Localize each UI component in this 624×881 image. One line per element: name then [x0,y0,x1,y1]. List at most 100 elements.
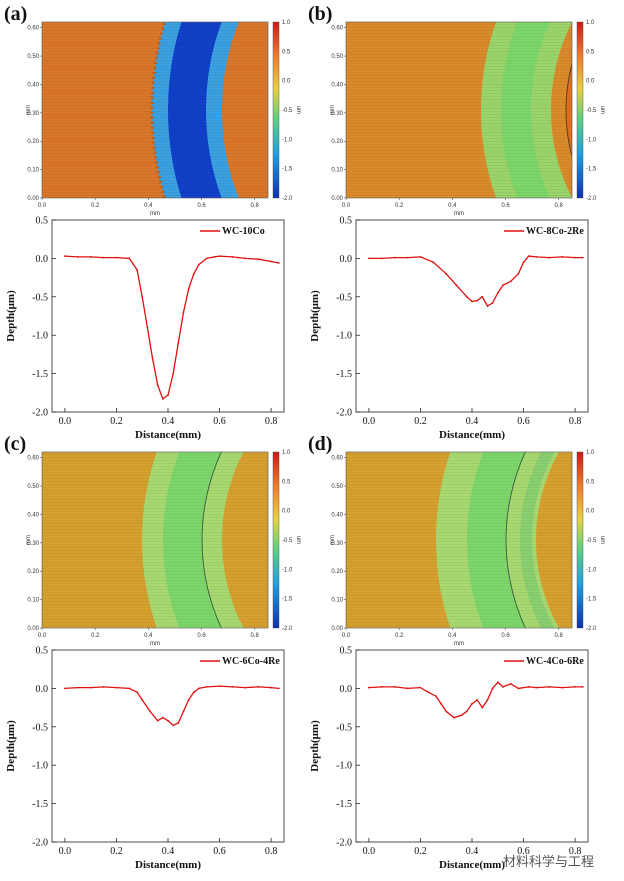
map-y-axis-label: mm [26,535,32,545]
data-point [476,699,479,701]
colorbar-tick-label: -2.0 [282,626,293,632]
data-point [141,699,144,701]
x-tick-label: 0.4 [466,846,479,857]
data-point [517,272,520,275]
data-point [476,299,479,302]
data-point [445,272,448,275]
data-point [244,686,247,689]
x-tick-label: 0.6 [517,416,530,427]
map-texture [346,452,572,628]
data-point [535,256,538,258]
data-point [270,260,272,263]
plot-frame [355,649,589,843]
data-point [581,256,584,259]
colorbar-tick-label: -1.0 [586,567,597,573]
data-point [502,284,504,287]
data-point [440,702,442,705]
map-x-tick-label: 0.6 [501,203,510,209]
data-point [496,681,499,684]
data-point [502,686,504,688]
x-tick-label: 0.8 [569,846,582,857]
colorbar [576,21,584,199]
data-point [141,295,144,298]
plot-frame [51,649,285,843]
colorbar-tick-label: 0.5 [282,49,291,55]
data-point [522,261,525,264]
wear-track-edge [565,62,572,158]
x-tick-label: 0.8 [569,416,582,427]
y-tick-label: 0.0 [340,254,353,265]
data-point [380,686,383,688]
map-x-tick-label: 0.8 [251,633,260,639]
y-axis-label: Depth(μm) [309,720,321,772]
data-point [465,295,468,298]
colorbar-tick-label: -2.0 [282,196,293,202]
map-y-tick-label: 0.40 [331,82,343,88]
data-point [455,284,458,287]
data-point [161,716,164,719]
map-y-tick-label: 0.20 [27,569,39,575]
data-point [527,255,530,257]
map-x-axis-label: mm [150,641,160,647]
data-point [471,300,473,303]
map-y-tick-label: 0.40 [27,82,39,88]
map-y-tick-label: 0.00 [331,196,343,202]
map-x-tick-label: 0.8 [251,203,260,209]
y-axis-label: Depth(μm) [5,720,17,772]
map-y-tick-label: 0.10 [331,598,343,604]
data-point [205,257,208,260]
colorbar-tick-label: -1.0 [282,567,293,573]
colorbar-tick-label: -0.5 [586,108,597,114]
data-point [115,686,118,689]
colorbar-tick-label: 0.0 [282,79,291,85]
y-tick-label: 0.5 [36,216,49,227]
data-point [465,710,468,713]
y-tick-label: -0.5 [32,722,48,733]
panel-b: (b) 0.0 0.2 0.4 0.6 0.8 0.60 0.50 0.40 0.30 0.20 0.… [308,3,605,441]
map-y-tick-label: 0.30 [27,541,39,547]
colorbar-unit: um [295,106,301,114]
data-point [270,686,272,689]
map-x-tick-label: 0.0 [38,203,47,209]
data-point [102,686,105,688]
colorbar-tick-label: 1.0 [282,20,291,26]
data-point [177,342,180,344]
panel-label: (b) [308,3,332,25]
y-tick-label: -2.0 [32,838,48,849]
data-point [172,724,175,727]
map-x-tick-label: 0.0 [342,203,351,209]
series-line [64,685,279,727]
data-point [146,326,149,329]
data-point [393,686,396,688]
colorbar-unit: um [599,106,605,114]
map-x-tick-label: 0.2 [395,203,404,209]
x-tick-label: 0.2 [414,846,427,857]
data-point [257,686,260,688]
data-point [167,394,169,396]
y-axis-label: Depth(μm) [5,290,17,342]
legend-label: WC-6Co-4Re [222,656,280,667]
data-point [406,687,409,690]
colorbar-tick-label: 0.5 [282,479,291,485]
map-y-tick-label: 0.50 [331,54,343,60]
map-y-tick-label: 0.40 [27,512,39,518]
data-point [64,687,66,690]
data-point [161,398,164,400]
data-point [548,686,551,688]
map-x-tick-label: 0.4 [144,633,153,639]
map-y-tick-label: 0.00 [331,626,343,632]
data-point [419,686,422,689]
colorbar-tick-label: 1.0 [586,20,595,26]
x-tick-label: 0.6 [213,846,226,857]
colorbar-tick-label: -1.0 [282,137,293,143]
data-point [76,686,79,689]
colorbar-tick-label: -0.5 [586,538,597,544]
data-point [187,699,190,701]
map-y-tick-label: 0.30 [27,111,39,117]
colorbar-unit: um [295,536,301,544]
data-point [368,686,370,689]
y-tick-label: -2.0 [336,838,352,849]
map-x-tick-label: 0.0 [38,633,47,639]
legend-label: WC-8Co-2Re [526,226,584,237]
